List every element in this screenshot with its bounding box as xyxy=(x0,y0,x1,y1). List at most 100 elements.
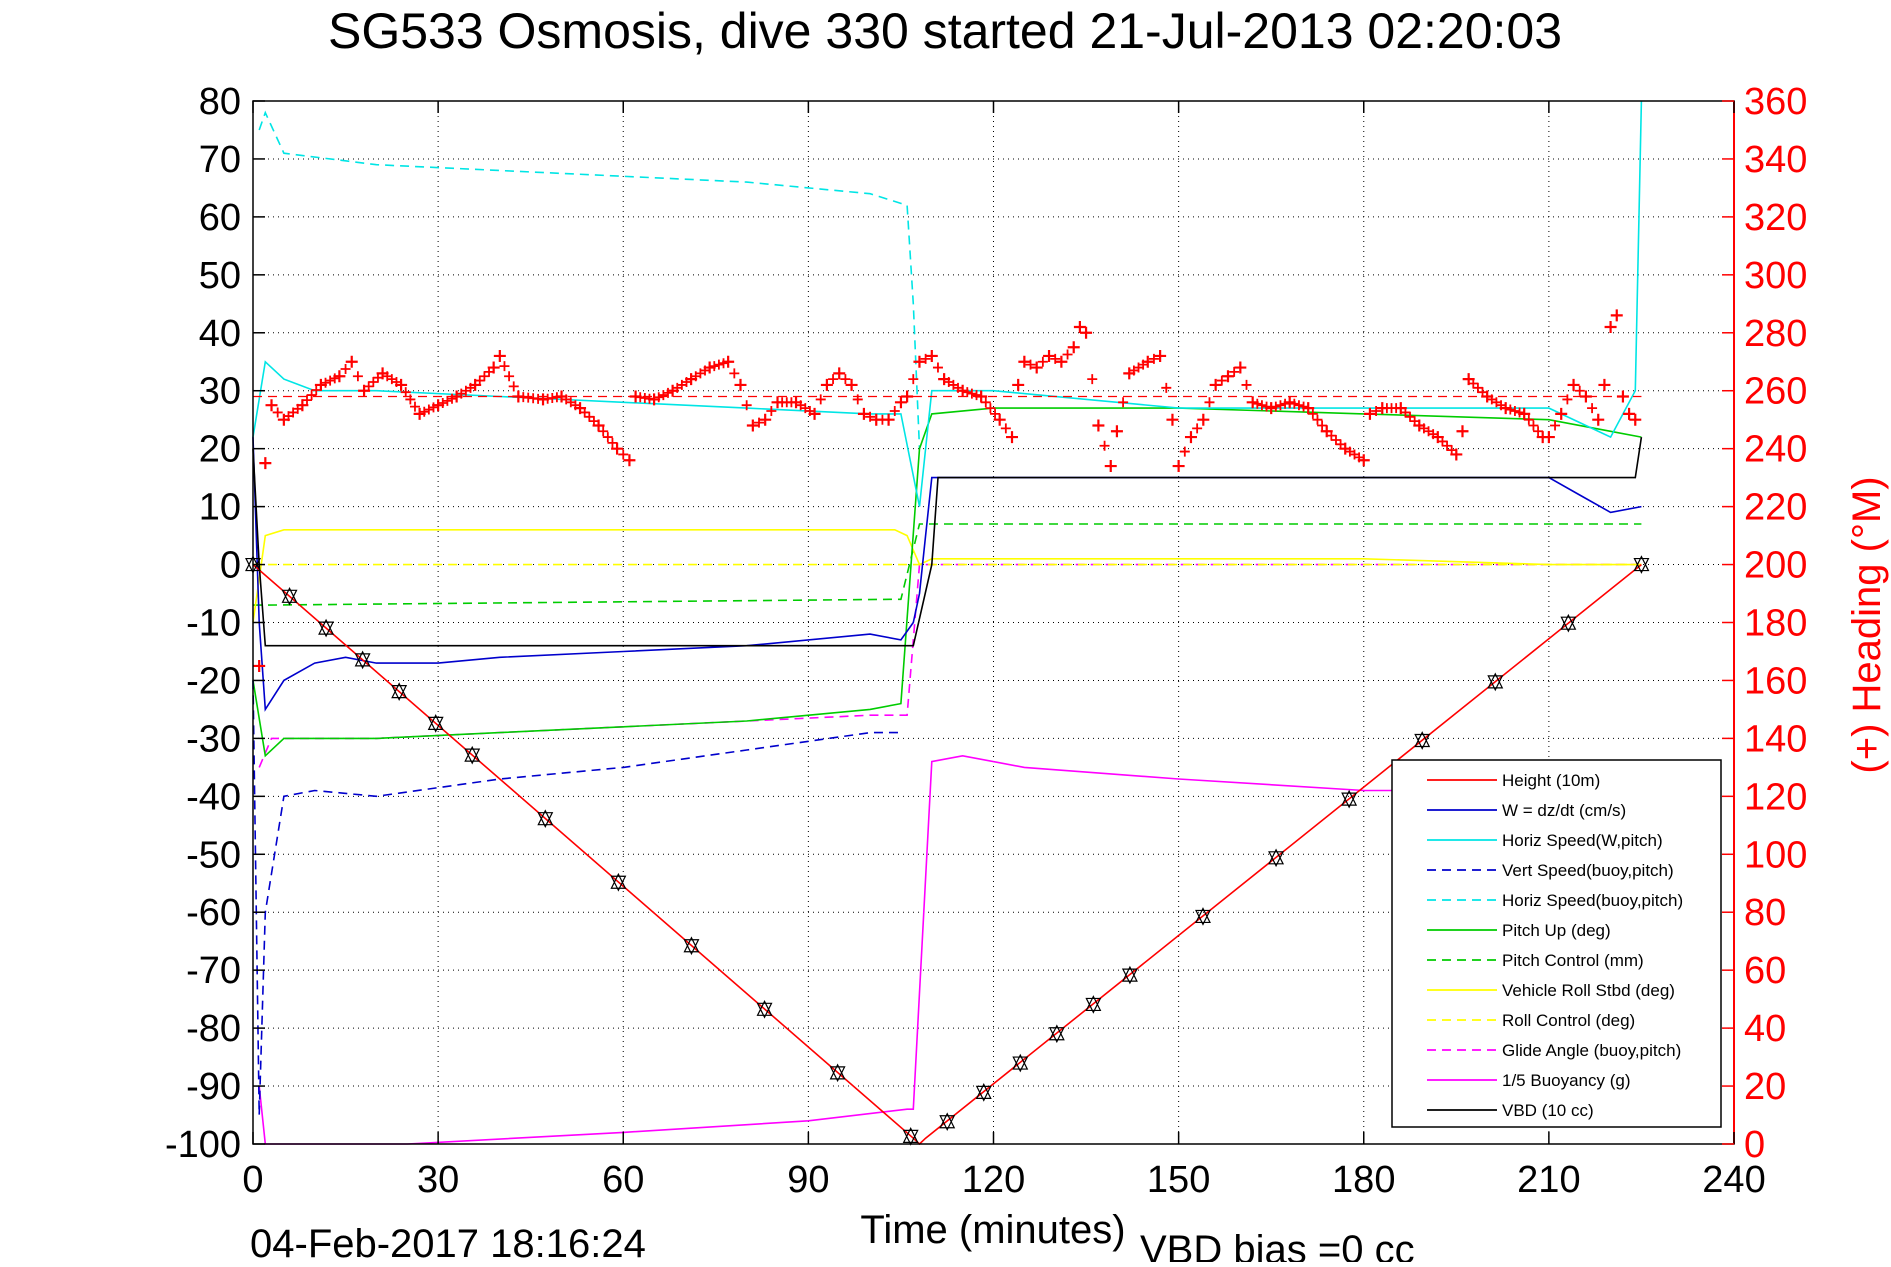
height-marker xyxy=(829,1063,846,1083)
heading-point xyxy=(1166,413,1179,426)
heading-point xyxy=(1216,375,1227,386)
heading-point xyxy=(1055,355,1068,368)
heading-point xyxy=(551,392,562,403)
heading-point xyxy=(1252,398,1263,409)
height-marker xyxy=(610,872,627,892)
heading-point xyxy=(1610,309,1623,322)
right-axis-label: (+) Heading (°M) xyxy=(1845,476,1889,773)
heading-markers xyxy=(253,309,1642,672)
height-marker xyxy=(1195,907,1211,926)
heading-point xyxy=(913,355,926,368)
heading-point xyxy=(729,368,740,379)
heading-point xyxy=(653,392,664,403)
y-tick-label: -50 xyxy=(186,834,241,876)
heading-point xyxy=(1509,406,1520,417)
right-tick-label: 280 xyxy=(1744,313,1807,355)
y-tick-label: -30 xyxy=(186,718,241,760)
heading-point xyxy=(611,442,624,455)
legend-entry: VBD (10 cc) xyxy=(1502,1101,1594,1120)
heading-point xyxy=(746,419,759,432)
heading-point xyxy=(741,400,752,411)
heading-point xyxy=(1391,403,1402,414)
heading-point xyxy=(579,407,590,418)
heading-point xyxy=(325,375,336,386)
heading-point xyxy=(320,377,331,388)
heading-point xyxy=(1405,411,1416,422)
series-line-6 xyxy=(253,523,1642,606)
heading-point xyxy=(1363,407,1376,420)
right-tick-label: 340 xyxy=(1744,139,1807,181)
heading-point xyxy=(644,393,655,404)
legend-entry: Roll Control (deg) xyxy=(1502,1011,1635,1030)
heading-point xyxy=(499,361,510,372)
heading-point xyxy=(437,398,448,409)
heading-point xyxy=(932,362,943,373)
right-tick-label: 140 xyxy=(1744,718,1807,760)
right-tick-label: 200 xyxy=(1744,545,1807,587)
x-tick-label: 60 xyxy=(602,1159,644,1201)
x-tick-label: 120 xyxy=(962,1159,1025,1201)
heading-point xyxy=(894,396,907,409)
height-marker xyxy=(281,586,298,606)
y-tick-label: 70 xyxy=(199,139,241,181)
heading-point xyxy=(908,374,919,385)
heading-point xyxy=(766,406,777,417)
series-line-3 xyxy=(252,680,901,1116)
heading-point xyxy=(1229,366,1240,377)
height-marker xyxy=(975,1083,992,1102)
heading-point xyxy=(1533,426,1544,437)
y-tick-label: 40 xyxy=(199,313,241,355)
heading-point xyxy=(1172,460,1185,473)
heading-point xyxy=(1275,400,1286,411)
heading-point xyxy=(588,416,599,427)
heading-point xyxy=(815,394,826,405)
heading-point xyxy=(993,413,1006,426)
heading-point xyxy=(1326,430,1337,441)
heading-point xyxy=(1192,423,1203,434)
heading-point xyxy=(1261,401,1272,412)
height-marker xyxy=(1341,789,1358,809)
heading-point xyxy=(1550,420,1561,431)
y-tick-label: -20 xyxy=(186,660,241,702)
heading-point xyxy=(1456,425,1469,438)
height-marker xyxy=(1121,965,1138,985)
heading-point xyxy=(533,393,544,404)
heading-point xyxy=(709,361,720,372)
heading-point xyxy=(828,374,839,385)
right-tick-label: 40 xyxy=(1744,1008,1786,1050)
heading-point xyxy=(419,406,430,417)
heading-point xyxy=(1050,353,1061,364)
heading-point xyxy=(1574,385,1585,396)
heading-point xyxy=(352,371,363,382)
heading-point xyxy=(329,373,340,384)
series-line-7 xyxy=(252,528,1642,623)
right-tick-label: 160 xyxy=(1744,660,1807,702)
heading-point xyxy=(718,358,729,369)
right-tick-label: 80 xyxy=(1744,892,1786,934)
heading-point xyxy=(953,382,964,393)
right-axis-ticks: 3603403203002802602402202001801601401201… xyxy=(1722,81,1807,1166)
heading-point xyxy=(925,349,938,362)
legend-entry: Horiz Speed(W,pitch) xyxy=(1502,831,1663,850)
x-axis-label: Time (minutes) xyxy=(860,1208,1125,1252)
heading-point xyxy=(259,457,272,470)
height-marker xyxy=(1633,555,1650,574)
y-tick-label: 10 xyxy=(199,487,241,529)
heading-point xyxy=(428,402,439,413)
heading-point xyxy=(966,388,977,399)
heading-point xyxy=(1148,353,1159,364)
series-line-4 xyxy=(258,110,921,449)
right-tick-label: 20 xyxy=(1744,1066,1786,1108)
heading-point xyxy=(1442,440,1453,451)
heading-point xyxy=(1592,413,1605,426)
height-marker xyxy=(1268,848,1285,868)
series-line-5 xyxy=(252,407,1642,758)
series-layer xyxy=(245,100,1650,1146)
heading-point xyxy=(409,401,420,412)
y-tick-label: -60 xyxy=(186,892,241,934)
heading-point xyxy=(504,371,515,382)
legend-box xyxy=(1391,759,1722,1128)
heading-point xyxy=(292,403,303,414)
legend-entry: Vehicle Roll Stbd (deg) xyxy=(1502,981,1675,1000)
